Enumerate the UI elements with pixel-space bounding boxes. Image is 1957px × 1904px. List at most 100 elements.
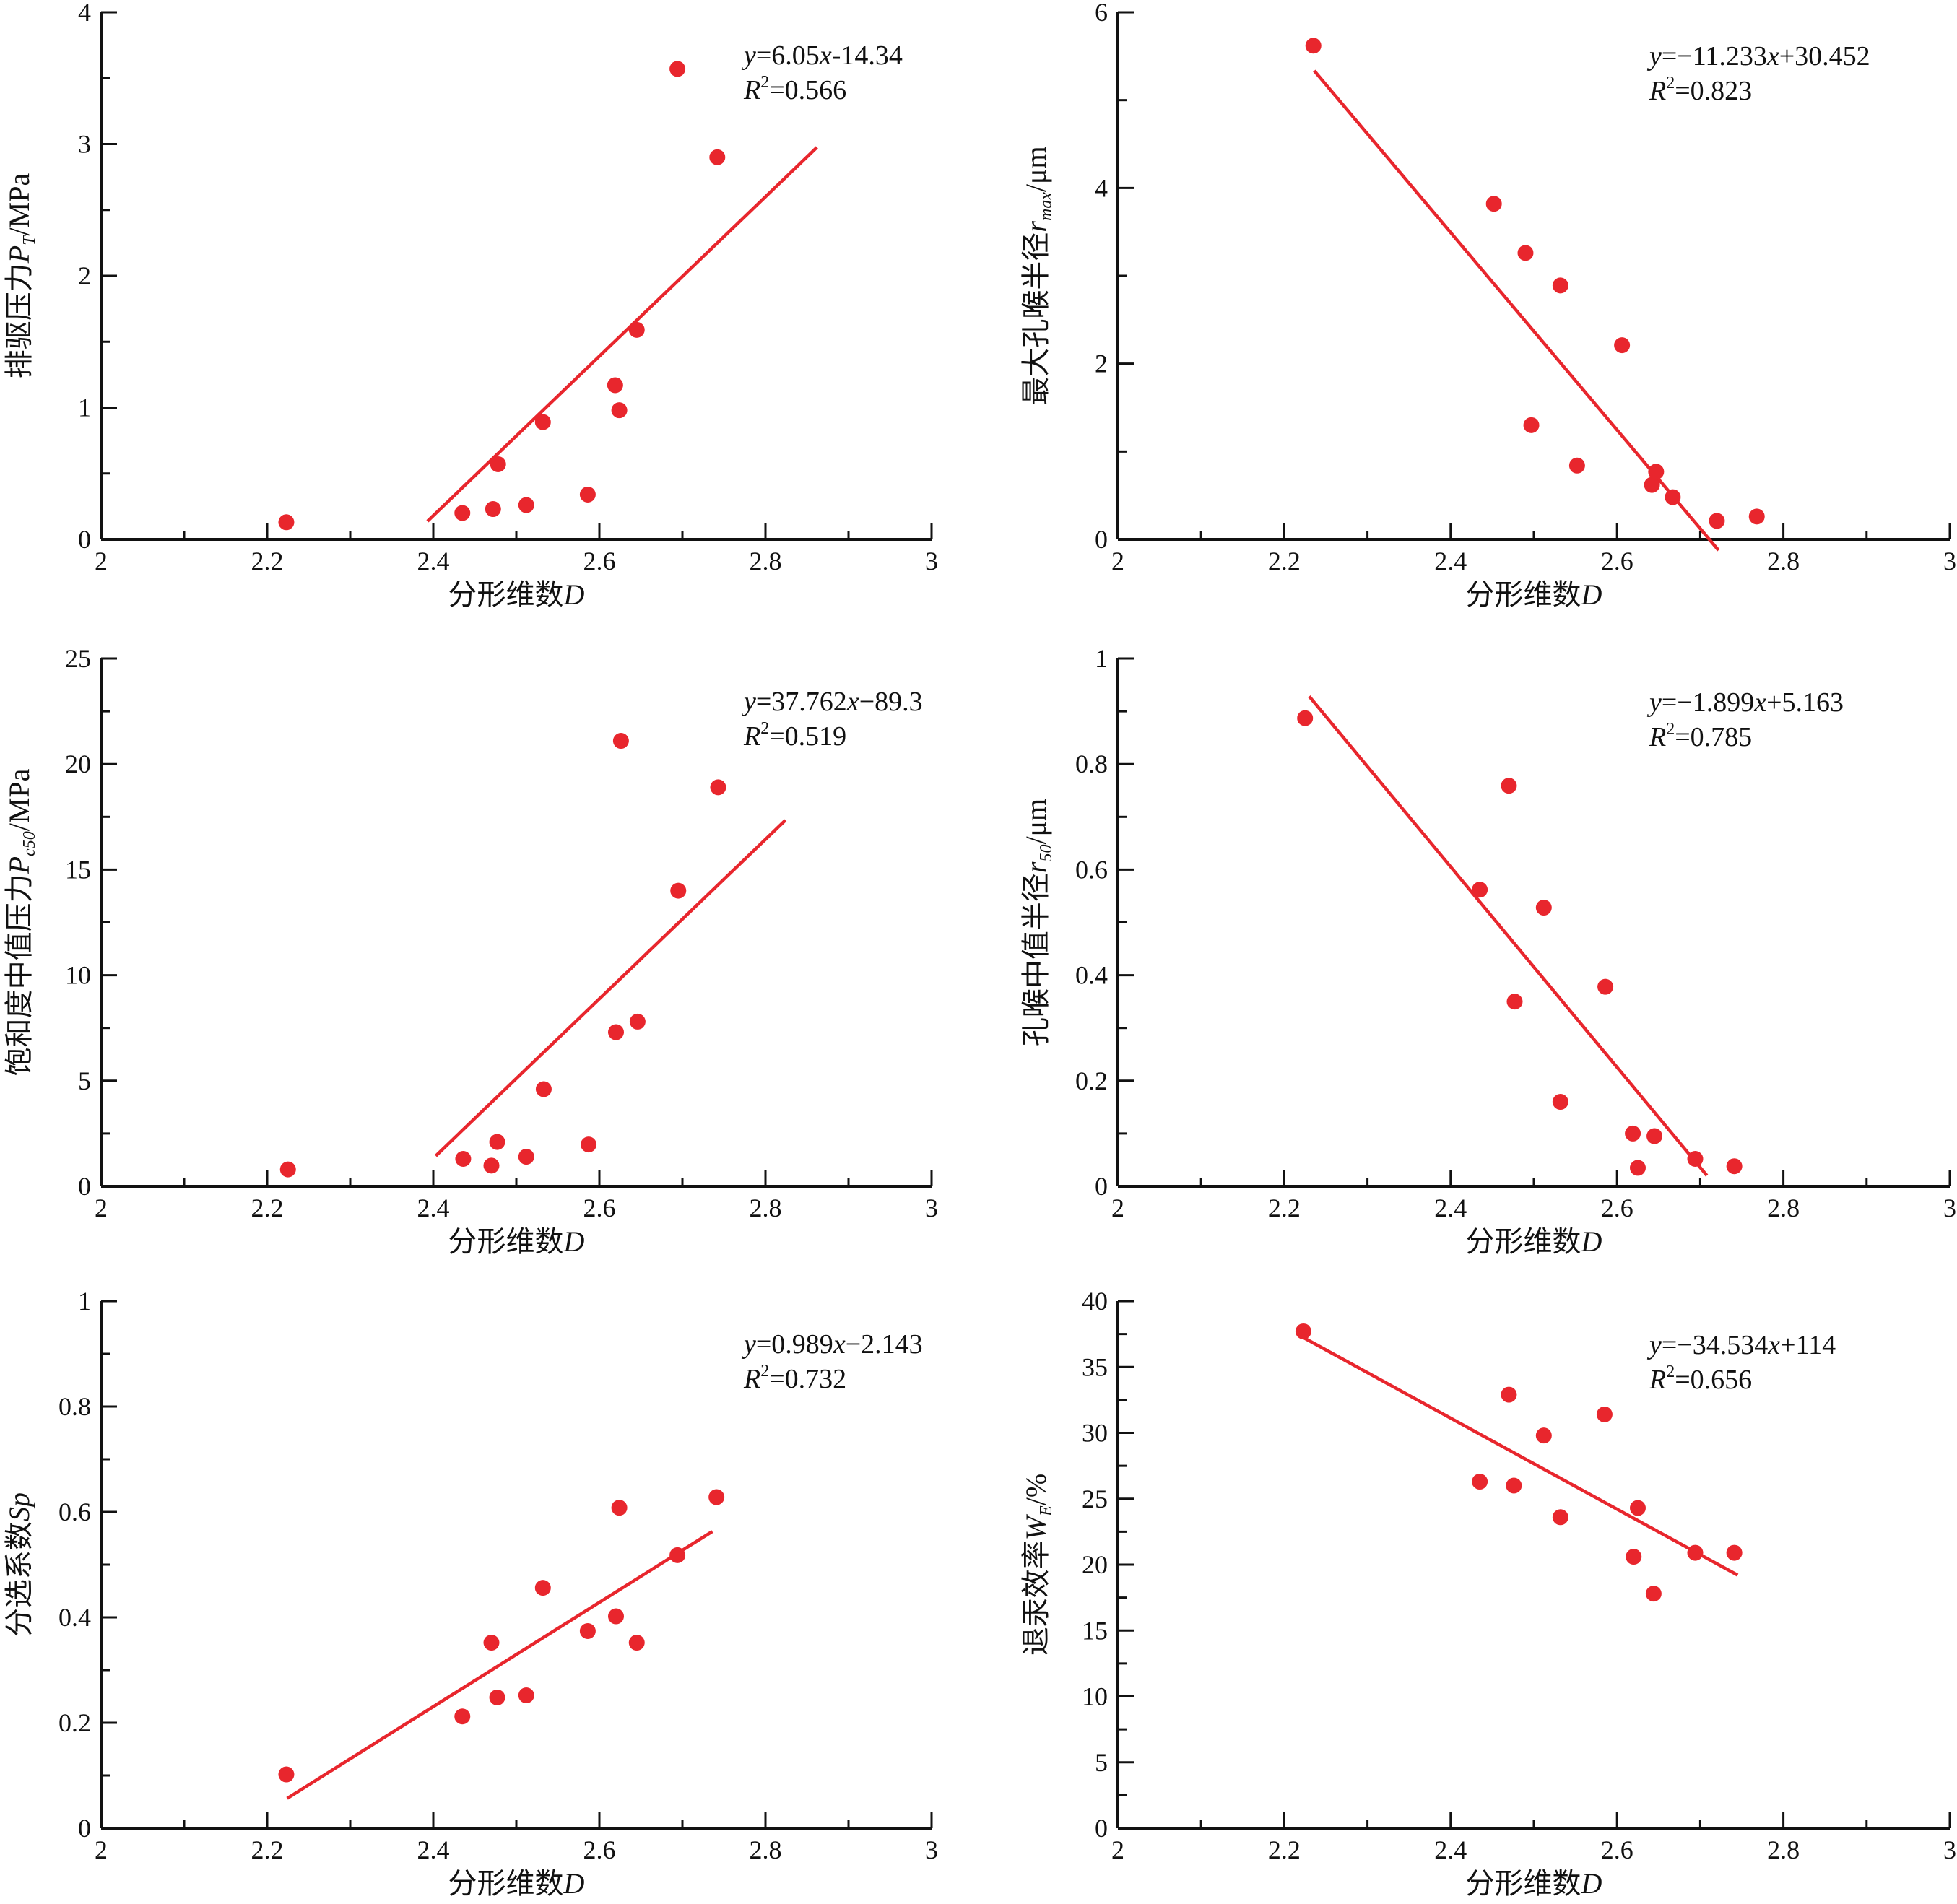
data-point — [579, 486, 596, 503]
data-point — [278, 1766, 295, 1783]
x-axis-title: 分形维数D — [1466, 578, 1602, 611]
x-tick-label: 2.8 — [750, 1835, 782, 1864]
data-point — [1597, 978, 1614, 995]
data-point — [1506, 994, 1523, 1010]
data-point — [1645, 1586, 1662, 1602]
y-tick-label: 20 — [65, 749, 91, 778]
x-tick-label: 2.4 — [1434, 1194, 1467, 1222]
y-tick-label: 0.4 — [1075, 961, 1108, 990]
data-point — [628, 1635, 645, 1651]
y-tick-label: 0 — [78, 1814, 91, 1843]
y-tick-label: 0.6 — [58, 1497, 91, 1526]
y-tick-label: 0.2 — [1075, 1066, 1108, 1095]
x-tick-label: 2.4 — [417, 1194, 450, 1222]
x-tick-label: 2.2 — [251, 1194, 284, 1222]
x-tick-label: 2 — [1111, 547, 1124, 575]
y-tick-label: 10 — [1082, 1682, 1108, 1711]
y-axis-title: 最大孔喉半径rmax/μm — [1020, 146, 1056, 405]
x-tick-label: 2.2 — [1268, 1194, 1301, 1222]
x-tick-label: 2.4 — [417, 547, 450, 575]
y-tick-label: 20 — [1082, 1550, 1108, 1579]
y-tick-label: 0.8 — [1075, 749, 1108, 778]
x-tick-label: 3 — [1943, 1835, 1956, 1864]
data-point — [1687, 1150, 1704, 1167]
data-point — [611, 402, 628, 419]
x-axis-title: 分形维数D — [448, 1867, 585, 1900]
x-tick-label: 2.4 — [1434, 547, 1467, 575]
fit-line — [434, 819, 787, 1157]
data-point — [611, 1500, 628, 1516]
data-point — [579, 1622, 596, 1639]
fit-line — [1308, 695, 1709, 1177]
data-point — [608, 1608, 624, 1625]
data-point — [670, 882, 687, 899]
data-point — [518, 1149, 534, 1165]
y-tick-label: 0.4 — [58, 1603, 91, 1632]
y-tick-label: 0.6 — [1075, 855, 1108, 884]
x-tick-label: 2 — [1111, 1835, 1124, 1864]
data-point — [629, 1013, 646, 1030]
r-squared: R2=0.519 — [743, 719, 846, 752]
fit-line — [426, 146, 818, 523]
y-tick-label: 1 — [78, 394, 91, 422]
y-tick-label: 6 — [1095, 0, 1108, 27]
data-point — [581, 1136, 597, 1153]
data-point — [612, 733, 629, 749]
y-tick-label: 35 — [1082, 1352, 1108, 1381]
data-point — [518, 1687, 534, 1704]
data-point — [1506, 1477, 1522, 1494]
data-point — [1305, 38, 1322, 54]
x-tick-label: 2.8 — [1767, 1835, 1800, 1864]
y-tick-label: 15 — [65, 855, 91, 884]
data-point — [710, 779, 726, 796]
y-tick-label: 4 — [1095, 173, 1108, 202]
data-point — [1630, 1160, 1646, 1176]
data-point — [1614, 337, 1631, 354]
data-point — [534, 1580, 551, 1596]
data-point — [1665, 489, 1681, 505]
x-tick-label: 2.6 — [583, 547, 616, 575]
data-point — [1295, 1323, 1311, 1339]
data-point — [1501, 778, 1517, 794]
x-tick-label: 2.6 — [1601, 1194, 1633, 1222]
x-tick-label: 2.2 — [1268, 547, 1301, 575]
x-tick-label: 2.4 — [1434, 1835, 1467, 1864]
data-point — [1535, 900, 1552, 916]
data-point — [708, 1489, 725, 1505]
chart-panel-rmax: 2 2.2 2.4 2.6 2.8 30246分形维数D最大孔喉半径rmax/μmy=−1… — [1020, 0, 1956, 611]
x-axis-title: 分形维数D — [448, 578, 585, 611]
y-tick-label: 0.2 — [58, 1708, 91, 1737]
data-point — [518, 497, 534, 513]
y-tick-label: 1 — [1095, 644, 1108, 673]
x-tick-label: 2.6 — [1601, 1835, 1633, 1864]
x-tick-label: 2 — [95, 1835, 108, 1864]
y-axis-title: 孔喉中值半径r50/μm — [1020, 799, 1056, 1046]
y-tick-label: 5 — [1095, 1748, 1108, 1777]
x-tick-label: 2.8 — [1767, 547, 1800, 575]
regression-equation: y=0.989x−2.143 — [741, 1329, 923, 1360]
data-point — [489, 1689, 505, 1705]
y-axis-title: 饱和度中值压力Pc50/MPa — [3, 768, 39, 1076]
data-point — [709, 149, 726, 165]
x-tick-label: 3 — [925, 547, 938, 575]
data-point — [279, 1161, 296, 1178]
y-axis-title: 退汞效率WE/% — [1020, 1474, 1056, 1656]
data-point — [489, 1134, 505, 1150]
data-point — [1501, 1386, 1517, 1403]
y-tick-label: 1 — [78, 1287, 91, 1316]
data-point — [454, 505, 471, 521]
chart-panel-pt: 2 2.2 2.4 2.6 2.8 3 0 1 2 3 4 分形维数D 排驱压力PT/MPa y=6.05… — [3, 0, 938, 611]
data-point — [1297, 710, 1314, 726]
x-tick-label: 2.2 — [251, 547, 284, 575]
data-point — [669, 1547, 686, 1563]
data-point — [1535, 1427, 1552, 1444]
y-tick-label: 0 — [1095, 525, 1108, 554]
chart-panel-pc50: 2 2.2 2.4 2.6 2.8 3 0 5 10 15 20 25 分形维数D 饱和度中值压力Pc50… — [3, 644, 938, 1258]
chart-panel-r50: 2 2.2 2.4 2.6 2.8 3 0 0.2 0.4 0.6 0.8 1 分形维数D 孔喉中值半径r… — [1020, 644, 1956, 1258]
data-point — [1726, 1544, 1743, 1561]
data-point — [278, 514, 295, 531]
x-tick-label: 2.8 — [750, 547, 782, 575]
regression-equation: y=−1.899x+5.163 — [1646, 687, 1844, 718]
y-tick-label: 4 — [78, 0, 91, 27]
data-point — [1646, 1128, 1663, 1144]
